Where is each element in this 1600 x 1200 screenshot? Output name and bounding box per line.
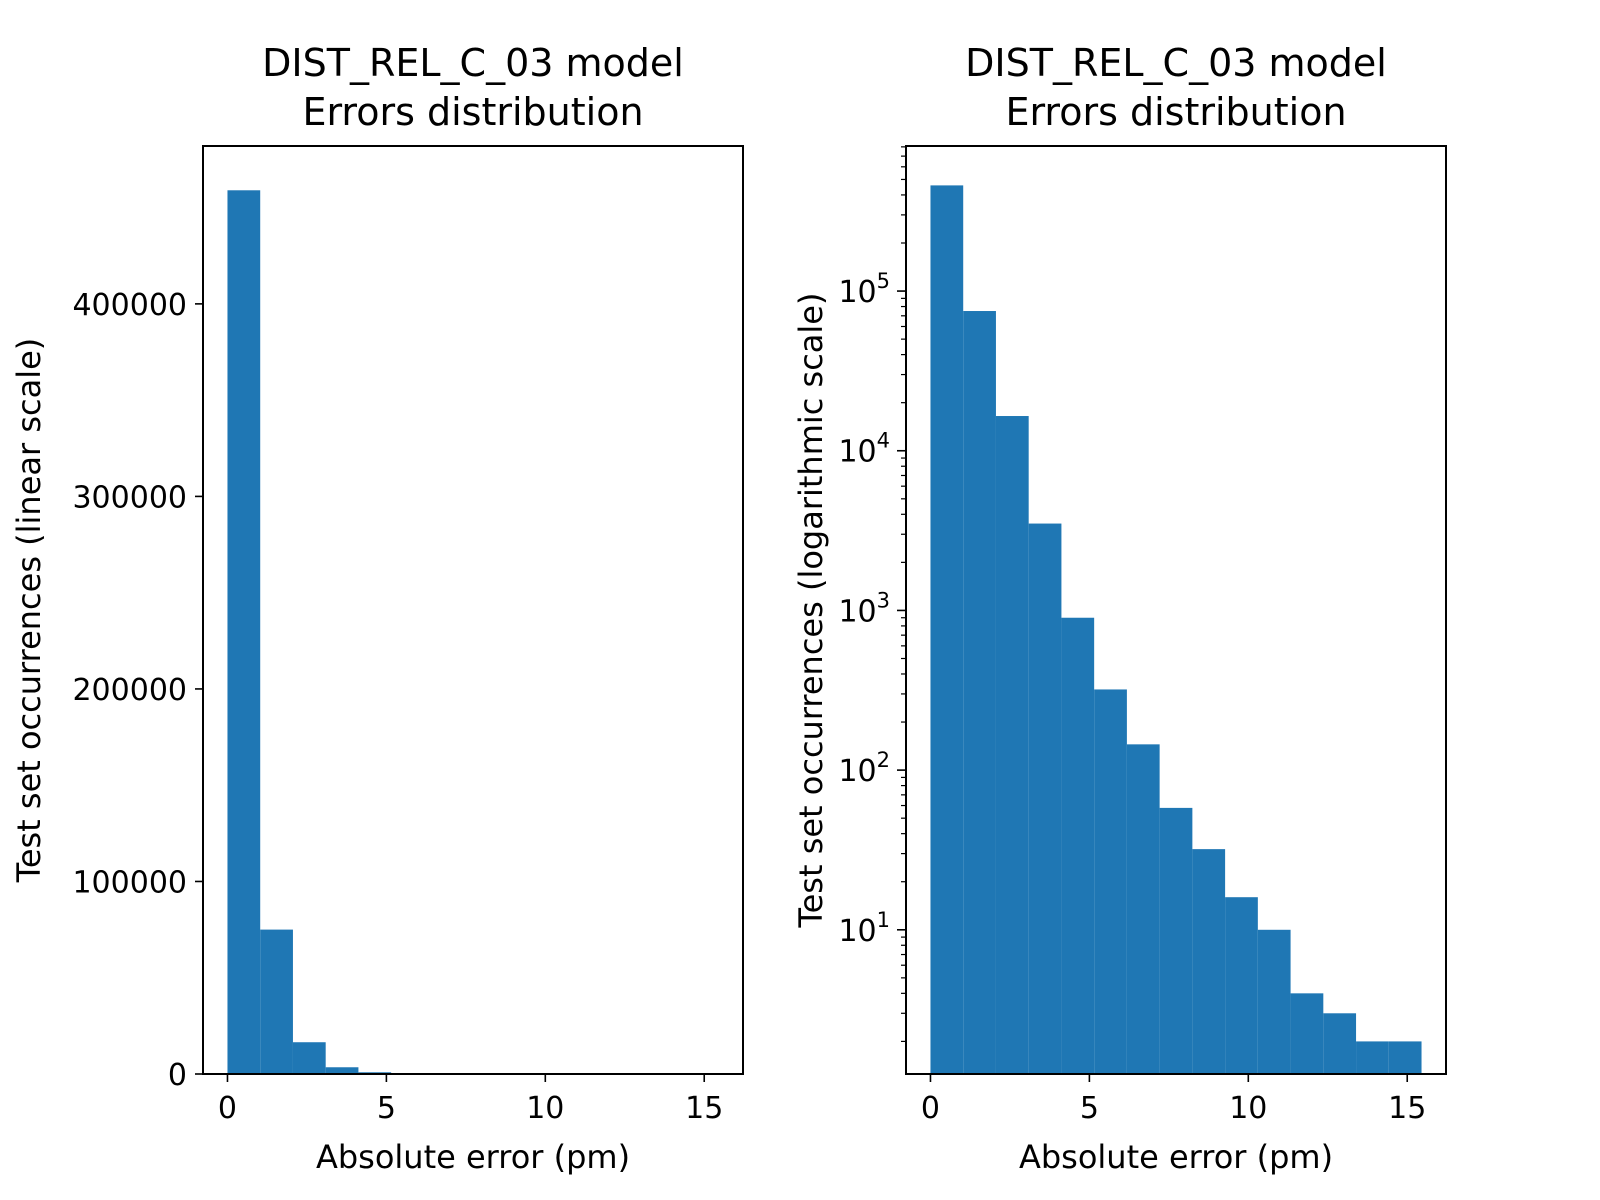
chart2-ytick-label: 105 — [838, 269, 890, 310]
chart1-xtick-label: 5 — [377, 1091, 396, 1126]
chart1-xtick-label: 15 — [685, 1091, 723, 1126]
chart2-bar — [1126, 744, 1160, 1074]
chart2-xlabel: Absolute error (pm) — [1019, 1138, 1333, 1176]
chart2-bar — [1094, 689, 1127, 1074]
chart1-ytick-label: 100000 — [72, 865, 187, 900]
chart2-xtick-label: 10 — [1229, 1091, 1267, 1126]
chart2-bar — [1159, 807, 1193, 1074]
chart1-title-line-2: Errors distribution — [302, 90, 643, 134]
chart1-ytick-label: 300000 — [72, 480, 187, 515]
chart2-xtick-label: 0 — [921, 1091, 940, 1126]
chart1-plot-frame — [202, 145, 744, 1075]
chart1-bar — [227, 190, 261, 1074]
chart2-bar — [1225, 897, 1258, 1074]
chart2-bar — [1323, 1013, 1357, 1074]
chart2-ytick-label: 104 — [838, 429, 890, 470]
chart2-ytick-label: 101 — [838, 908, 890, 949]
chart2-xtick-label: 15 — [1388, 1091, 1426, 1126]
chart1-ytick-label: 400000 — [72, 288, 187, 323]
chart2-bar — [1257, 929, 1291, 1074]
chart2-title-line-2: Errors distribution — [1005, 90, 1346, 134]
chart2-bar — [1028, 523, 1062, 1074]
chart1-ytick-label: 0 — [168, 1058, 187, 1093]
chart1-bar — [260, 929, 293, 1074]
chart2: 0 5 10 15 101 102 103 104 105 Absolute error (pm)… — [792, 41, 1447, 1176]
chart1: 0 5 10 15 0 100000 200000 300000 400000 Absolute … — [10, 41, 744, 1176]
chart2-bar — [995, 416, 1029, 1074]
chart1-title-line-1: DIST_REL_C_03 model — [262, 41, 684, 85]
chart2-bar — [930, 185, 964, 1074]
chart2-bar — [1356, 1041, 1389, 1074]
chart2-bar — [1061, 617, 1095, 1074]
chart2-ytick-label: 103 — [838, 588, 890, 629]
chart2-ylabel: Test set occurrences (logarithmic scale) — [792, 293, 830, 929]
chart2-bar — [1388, 1041, 1422, 1074]
chart1-bar — [292, 1042, 326, 1074]
chart1-ytick-label: 200000 — [72, 673, 187, 708]
chart1-xtick-label: 10 — [526, 1091, 564, 1126]
chart2-bar — [963, 311, 996, 1075]
chart1-bar — [325, 1067, 359, 1074]
chart2-title-line-1: DIST_REL_C_03 model — [965, 41, 1387, 85]
chart2-xtick-label: 5 — [1080, 1091, 1099, 1126]
chart1-xlabel: Absolute error (pm) — [316, 1138, 630, 1176]
chart2-ytick-label: 102 — [838, 748, 890, 789]
chart1-ylabel: Test set occurrences (linear scale) — [10, 338, 48, 884]
chart1-xtick-label: 0 — [218, 1091, 237, 1126]
chart2-bar — [1192, 849, 1226, 1074]
chart2-bar — [1290, 993, 1324, 1074]
